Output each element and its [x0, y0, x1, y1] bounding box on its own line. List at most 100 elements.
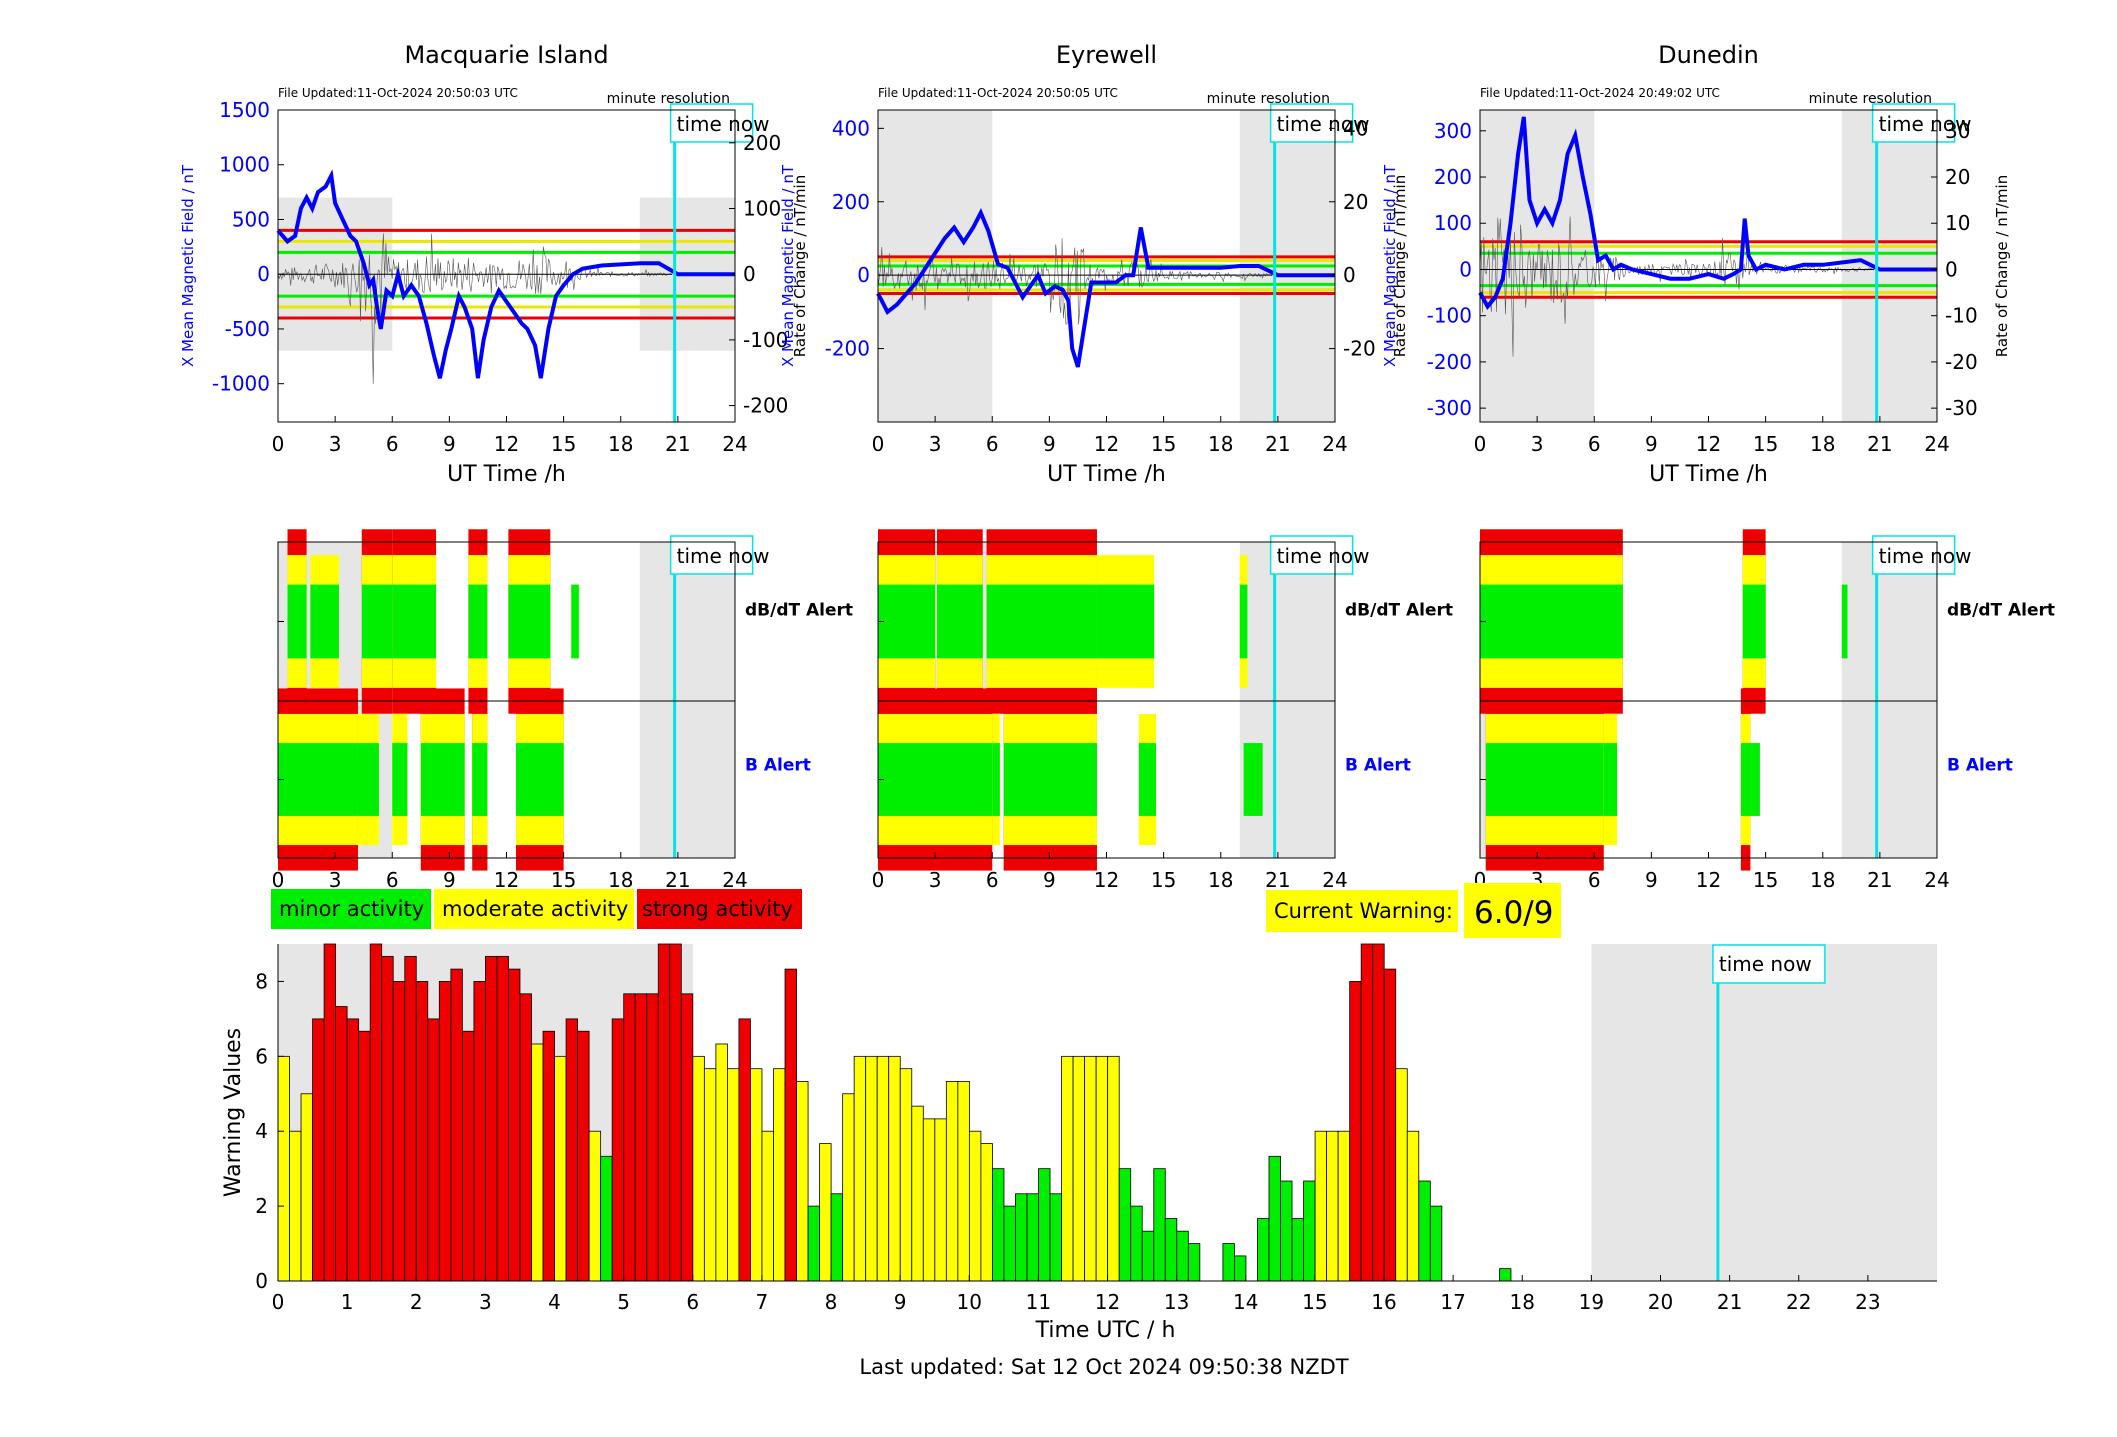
dbdt-alert-minor-band — [1480, 584, 1623, 659]
x-tick-label: 12 — [1696, 868, 1721, 892]
b-alert-minor-band — [472, 743, 488, 816]
warning-bar — [1084, 1055, 1097, 1282]
warning-bar — [473, 981, 486, 1282]
x-tick-label: 15 — [1302, 1290, 1327, 1314]
dbdt-alert-minor-band — [937, 584, 983, 659]
x-tick-label: 0 — [272, 868, 285, 892]
x-tick-label: 19 — [1579, 1290, 1604, 1314]
dbdt-alert-minor-band — [361, 584, 393, 659]
dbdt-alert-minor-band — [1841, 584, 1848, 659]
x-tick-label: 12 — [1094, 868, 1119, 892]
right-axis-label: Rate of Change / nT/min — [1993, 175, 2011, 357]
left-tick-label: 1000 — [219, 153, 270, 177]
x-tick-label: 3 — [1531, 432, 1544, 456]
right-axis-label: Rate of Change / nT/min — [1391, 175, 1409, 357]
resolution-note: minute resolution — [1207, 91, 1330, 107]
alert-panel-macquarie-island: time now dB/dT Alert B Alert 0 3 6 9 12 15 18 21 24 — [272, 529, 853, 892]
x-tick-label: 15 — [551, 432, 576, 456]
warning-bar — [1372, 943, 1385, 1282]
warning-bar — [842, 1093, 855, 1282]
x-tick-label: 6 — [986, 868, 999, 892]
right-tick-label: 40 — [1343, 116, 1368, 140]
x-tick-label: 24 — [722, 432, 747, 456]
warning-bar — [277, 1055, 290, 1282]
x-tick-label: 18 — [1208, 868, 1233, 892]
warning-bar — [496, 955, 509, 1282]
warning-bar — [922, 1118, 936, 1282]
dbdt-alert-minor-band — [508, 584, 551, 659]
right-tick-label: 10 — [1945, 211, 1970, 235]
warning-bar — [427, 1018, 440, 1282]
x-tick-label: 23 — [1855, 1290, 1880, 1314]
file-updated: File Updated:11-Oct-2024 20:49:02 UTC — [1480, 86, 1720, 100]
alert-panels: time now dB/dT Alert B Alert 0 3 6 9 12 15 18 21 24… — [272, 529, 2055, 892]
left-axis-label: X Mean Magnetic Field / nT — [179, 164, 197, 367]
x-tick-label: 6 — [1588, 432, 1601, 456]
warning-bar — [1038, 1168, 1051, 1282]
left-tick-label: 300 — [1434, 119, 1472, 143]
warning-bar — [1418, 1180, 1431, 1282]
warning-bar — [807, 1205, 820, 1282]
x-tick-label: 6 — [386, 868, 399, 892]
left-tick-label: 100 — [1434, 211, 1472, 235]
left-tick-label: 0 — [1459, 257, 1472, 281]
x-tick-label: 24 — [722, 868, 747, 892]
warning-bar — [1360, 943, 1374, 1282]
x-tick-label: 6 — [1588, 868, 1601, 892]
dbdt-alert-minor-band — [878, 584, 936, 659]
x-tick-label: 12 — [1095, 1290, 1120, 1314]
left-tick-label: 1500 — [219, 98, 270, 122]
warning-bar — [738, 1018, 751, 1282]
warning-bar — [450, 968, 463, 1282]
warning-bar — [669, 943, 682, 1282]
x-tick-label: 18 — [1510, 1290, 1535, 1314]
x-tick-label: 24 — [1322, 868, 1347, 892]
current-warning-label-box — [1266, 890, 1458, 932]
time-now-label: time now — [677, 112, 770, 136]
dbdt-alert-minor-band — [1239, 584, 1248, 659]
legend-minor-swatch — [271, 889, 431, 929]
warning-bar — [1303, 1180, 1316, 1282]
dbdt-alert-minor-band — [287, 584, 307, 659]
b-alert-minor-band — [357, 743, 379, 816]
current-warning-label: Current Warning: — [1274, 899, 1453, 923]
warning-bar — [369, 943, 383, 1282]
right-tick-label: 200 — [743, 131, 781, 155]
dbdt-alert-minor-band — [1742, 584, 1766, 659]
warning-bar — [300, 1093, 313, 1282]
time-now-label: time now — [1719, 952, 1812, 976]
station-title: Dunedin — [1658, 41, 1759, 69]
x-tick-label: 9 — [443, 868, 456, 892]
warning-bar — [1429, 1205, 1443, 1282]
left-tick-label: -1000 — [212, 372, 270, 396]
resolution-note: minute resolution — [1809, 91, 1932, 107]
warning-bar — [542, 1030, 555, 1282]
warning-bar — [876, 1055, 890, 1282]
x-tick-label: 9 — [1043, 432, 1056, 456]
warning-bar — [761, 1130, 774, 1282]
rate-of-change-trace — [277, 233, 672, 384]
right-tick-label: 0 — [1945, 257, 1958, 281]
warning-bar — [934, 1118, 947, 1282]
left-tick-label: 0 — [857, 263, 870, 287]
x-tick-label: 16 — [1371, 1290, 1396, 1314]
legend-moderate-swatch — [434, 889, 634, 929]
x-tick-label: 6 — [686, 1290, 699, 1314]
x-tick-label: 21 — [1265, 868, 1290, 892]
warning-bar — [773, 1068, 786, 1282]
b-alert-minor-band — [1138, 743, 1157, 816]
x-tick-label: 12 — [1696, 432, 1721, 456]
warning-bar — [1326, 1130, 1339, 1282]
right-tick-label: 20 — [1945, 165, 1970, 189]
time-now-label: time now — [677, 544, 770, 568]
x-axis-label: UT Time /h — [1047, 462, 1166, 487]
x-tick-label: 15 — [1753, 868, 1778, 892]
b-alert-minor-band — [420, 743, 465, 816]
warning-bar — [657, 943, 671, 1282]
resolution-note: minute resolution — [607, 91, 730, 107]
x-tick-label: 6 — [986, 432, 999, 456]
warning-bar — [577, 1030, 590, 1282]
